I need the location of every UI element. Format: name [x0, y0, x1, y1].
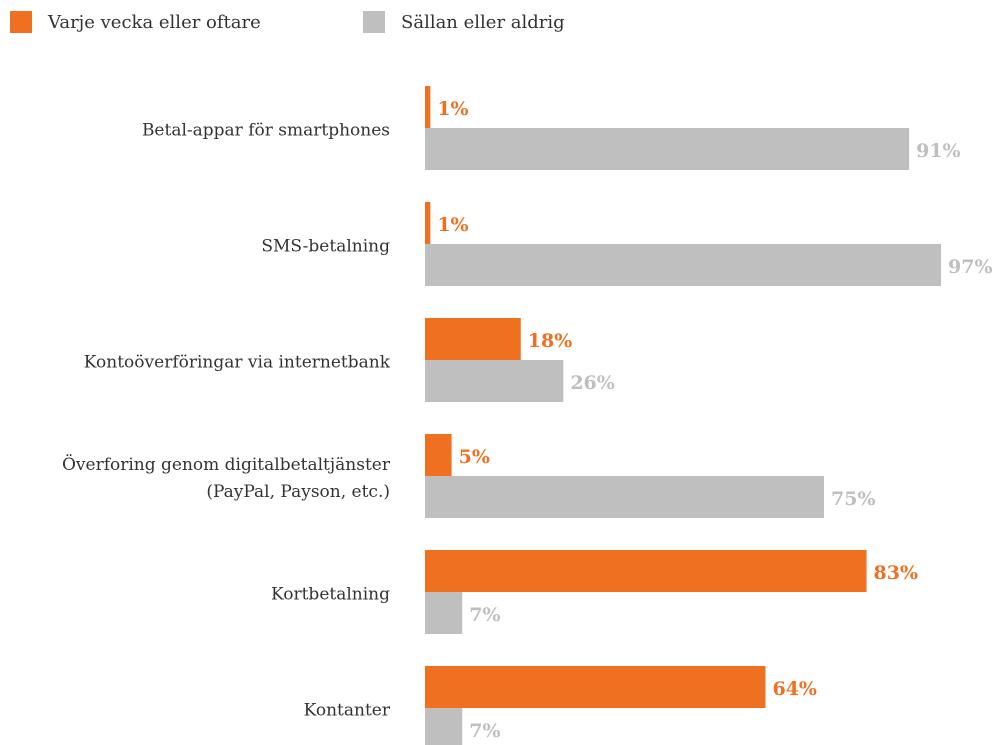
category-label: Kortbetalning — [271, 584, 390, 605]
bar — [425, 666, 766, 708]
bar — [425, 202, 431, 244]
value-label: 1% — [437, 214, 468, 236]
bar — [425, 128, 910, 170]
category-label: Kontanter — [303, 700, 390, 721]
bar — [425, 360, 564, 402]
bar — [425, 708, 463, 745]
value-label: 64% — [772, 678, 817, 700]
bar — [425, 434, 452, 476]
legend-swatch — [363, 11, 385, 33]
value-label: 75% — [831, 488, 876, 510]
legend-label: Sällan eller aldrig — [401, 12, 565, 33]
value-label: 97% — [948, 256, 993, 278]
bar — [425, 86, 431, 128]
legend-swatch — [10, 11, 32, 33]
value-label: 18% — [528, 330, 573, 352]
bar — [425, 318, 521, 360]
value-label: 7% — [469, 720, 500, 742]
bar — [425, 244, 942, 286]
category-label: Överforing genom digitalbetaltjänster (P… — [61, 455, 390, 502]
value-label: 5% — [459, 446, 490, 468]
value-label: 26% — [570, 372, 615, 394]
bar — [425, 592, 463, 634]
bar — [425, 550, 867, 592]
category-label: Kontoöverföringar via internetbank — [83, 352, 390, 373]
category-label: Betal-appar för smartphones — [141, 120, 390, 141]
value-label: 91% — [916, 140, 961, 162]
legend-label: Varje vecka eller oftare — [47, 12, 261, 33]
bar — [425, 476, 824, 518]
value-label: 1% — [437, 98, 468, 120]
value-label: 7% — [469, 604, 500, 626]
category-label: SMS-betalning — [261, 236, 390, 257]
value-label: 83% — [874, 562, 919, 584]
